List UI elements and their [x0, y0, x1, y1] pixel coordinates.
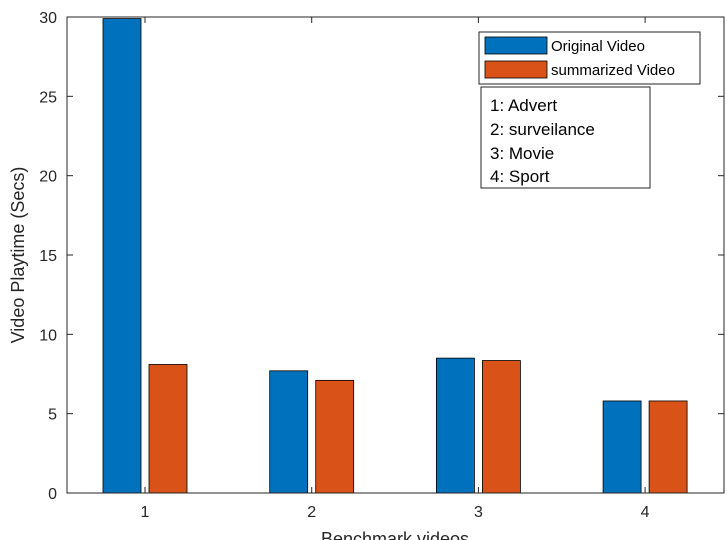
bar-summarized-1: [148, 364, 188, 494]
annotation-line-1: 1: Advert: [490, 96, 557, 115]
axes-layer: 0 5 10 15 20 25 30 1 2 3 4: [39, 10, 725, 521]
x-tick-label: 2: [307, 504, 316, 521]
annotation-box: 1: Advert 2: surveilance 3: Movie 4: Spo…: [480, 86, 651, 189]
y-tick-label: 5: [48, 407, 57, 424]
y-tick-label: 15: [39, 248, 57, 265]
y-tick-label: 20: [39, 169, 57, 186]
bar-original-3: [435, 357, 475, 494]
legend-swatch-summarized: [484, 60, 548, 79]
legend-label-original: Original Video: [551, 38, 645, 55]
legend-label-summarized: summarized Video: [551, 62, 675, 79]
x-tick-label: 1: [141, 504, 150, 521]
annotation-line-2: 2: surveilance: [490, 120, 595, 139]
annotation-line-3: 3: Movie: [490, 144, 554, 163]
bar-original-4: [602, 400, 642, 494]
x-tick-label: 3: [474, 504, 483, 521]
bar-summarized-2: [315, 379, 355, 494]
legend: Original Video summarized Video: [478, 31, 701, 85]
x-axis-title: Benchmark videos: [321, 529, 469, 540]
y-tick-label: 0: [48, 486, 57, 503]
y-tick-label: 25: [39, 89, 57, 106]
annotation-frame: [480, 86, 651, 189]
legend-swatch-original: [484, 36, 548, 55]
bar-summarized-4: [648, 400, 688, 494]
bar-original-1: [102, 18, 142, 494]
x-tick-label: 4: [641, 504, 650, 521]
y-axis-title: Video Playtime (Secs): [8, 167, 28, 344]
bars-layer: [102, 18, 688, 494]
annotation-line-4: 4: Sport: [490, 167, 550, 186]
bar-summarized-3: [481, 360, 521, 494]
y-tick-label: 30: [39, 10, 57, 27]
y-tick-label: 10: [39, 327, 57, 344]
bar-original-2: [269, 370, 309, 494]
